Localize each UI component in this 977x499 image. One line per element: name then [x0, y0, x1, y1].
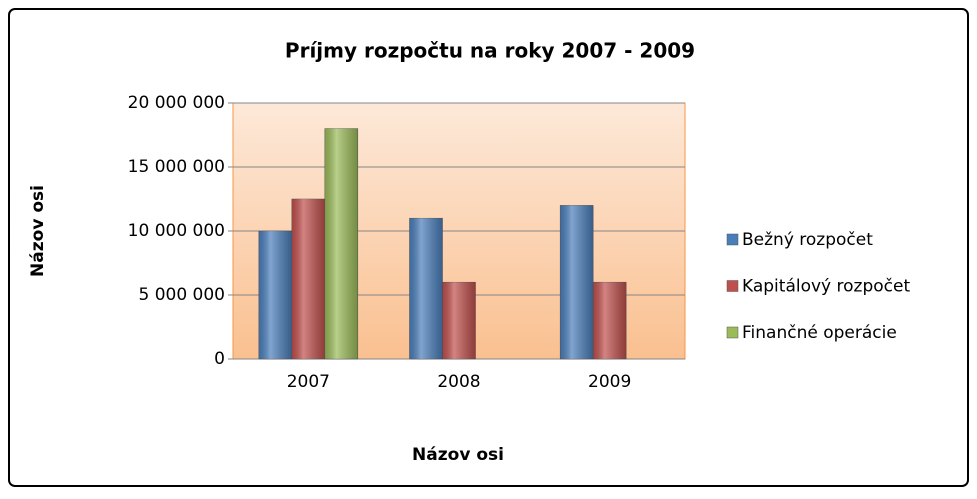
x-tick-label: 2009 [588, 372, 631, 392]
y-tick-label: 5 000 000 [138, 285, 225, 305]
legend-label: Kapitálový rozpočet [742, 277, 910, 297]
x-tick-label: 2007 [287, 372, 330, 392]
legend-label: Bežný rozpočet [742, 230, 873, 250]
legend-swatch [726, 280, 739, 292]
bar [442, 281, 476, 360]
y-tick-label: 15 000 000 [128, 157, 225, 177]
chart-title: Príjmy rozpočtu na roky 2007 - 2009 [285, 39, 695, 63]
y-axis-label: Názov osi [28, 185, 48, 277]
x-axis-label: Názov osi [412, 445, 504, 465]
legend-swatch [726, 233, 739, 246]
bar [409, 217, 443, 360]
legend-swatch [726, 326, 739, 339]
bar [592, 281, 627, 360]
bar [291, 198, 326, 360]
bar [559, 205, 594, 360]
y-tick-label: 0 [214, 349, 225, 369]
bar [258, 230, 293, 360]
y-tick-label: 10 000 000 [128, 221, 225, 241]
bar [324, 128, 359, 360]
x-tick-label: 2008 [437, 372, 480, 392]
y-tick-label: 20 000 000 [128, 93, 225, 113]
legend-label: Finančné operácie [742, 323, 897, 343]
